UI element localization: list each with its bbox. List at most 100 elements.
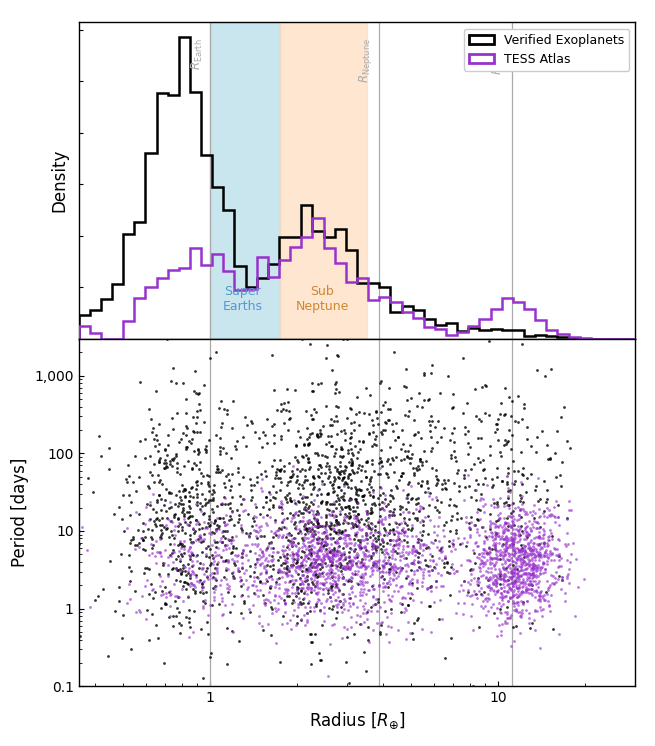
- Point: [338, 554, 348, 566]
- Point: [333, 554, 343, 566]
- Point: [490, 533, 500, 545]
- Point: [404, 452, 415, 464]
- Point: [326, 559, 336, 571]
- Point: [460, 481, 470, 493]
- Point: [413, 460, 423, 472]
- Point: [310, 565, 320, 577]
- Point: [291, 507, 301, 518]
- Point: [379, 573, 389, 585]
- Point: [438, 561, 449, 573]
- Point: [516, 565, 527, 577]
- Point: [418, 544, 428, 556]
- Point: [310, 551, 321, 562]
- Point: [340, 551, 350, 563]
- Point: [500, 496, 511, 508]
- Point: [361, 588, 371, 600]
- Point: [123, 578, 134, 590]
- Point: [308, 478, 318, 490]
- Point: [508, 536, 518, 548]
- Point: [258, 589, 269, 601]
- Point: [510, 557, 520, 568]
- Point: [233, 549, 243, 561]
- Point: [360, 542, 371, 554]
- Point: [189, 568, 199, 580]
- Point: [337, 633, 348, 645]
- Point: [320, 467, 330, 479]
- Point: [261, 593, 271, 605]
- Point: [515, 522, 525, 534]
- Point: [276, 476, 287, 488]
- Point: [149, 458, 160, 470]
- Point: [263, 486, 274, 498]
- Point: [185, 516, 195, 528]
- Point: [345, 417, 356, 429]
- Point: [181, 441, 192, 453]
- Point: [302, 506, 312, 518]
- Point: [388, 534, 398, 546]
- Point: [519, 540, 530, 552]
- Point: [375, 628, 386, 640]
- Point: [449, 436, 459, 448]
- Point: [402, 478, 413, 490]
- Point: [310, 554, 321, 566]
- Point: [263, 537, 274, 549]
- Point: [513, 568, 523, 580]
- Point: [170, 610, 181, 622]
- Point: [477, 493, 488, 505]
- Point: [508, 586, 519, 598]
- Point: [132, 524, 143, 536]
- Point: [491, 612, 502, 624]
- Point: [551, 471, 561, 483]
- Point: [259, 577, 270, 589]
- Point: [307, 557, 317, 568]
- Point: [489, 578, 499, 590]
- Point: [293, 568, 304, 580]
- Point: [426, 536, 436, 548]
- Point: [418, 569, 428, 581]
- Point: [508, 580, 519, 592]
- Point: [202, 615, 212, 627]
- Point: [445, 514, 456, 526]
- Point: [515, 611, 526, 623]
- Point: [485, 507, 495, 519]
- Point: [506, 573, 516, 585]
- Point: [375, 617, 386, 629]
- Point: [257, 545, 267, 557]
- Point: [445, 633, 456, 645]
- Point: [181, 443, 191, 455]
- Point: [516, 586, 527, 598]
- Point: [376, 619, 386, 631]
- Point: [223, 498, 233, 510]
- Point: [356, 560, 366, 572]
- Point: [392, 542, 403, 554]
- Point: [390, 554, 400, 565]
- Point: [187, 425, 198, 437]
- Point: [176, 568, 186, 580]
- Point: [340, 427, 350, 439]
- Point: [366, 507, 377, 518]
- Point: [338, 542, 348, 554]
- Point: [276, 495, 286, 507]
- Point: [348, 551, 359, 562]
- Point: [521, 507, 531, 518]
- Point: [399, 552, 409, 564]
- Point: [518, 527, 529, 539]
- Point: [464, 589, 475, 601]
- Point: [300, 501, 310, 513]
- Point: [536, 551, 546, 563]
- Point: [567, 537, 578, 549]
- Point: [502, 524, 513, 536]
- Point: [282, 583, 293, 595]
- Point: [274, 521, 284, 533]
- Point: [341, 501, 351, 513]
- Point: [311, 568, 322, 580]
- Point: [306, 584, 316, 596]
- Point: [190, 580, 200, 592]
- Point: [312, 545, 322, 557]
- Point: [240, 527, 251, 539]
- Point: [299, 531, 309, 543]
- Point: [236, 574, 246, 586]
- Point: [550, 447, 560, 459]
- Point: [212, 512, 222, 524]
- Point: [498, 551, 508, 563]
